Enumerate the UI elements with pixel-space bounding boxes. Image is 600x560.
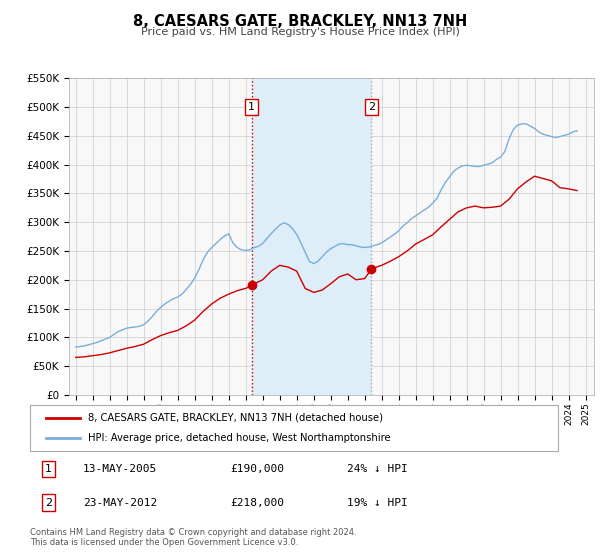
FancyBboxPatch shape xyxy=(30,405,558,451)
Text: 8, CAESARS GATE, BRACKLEY, NN13 7NH (detached house): 8, CAESARS GATE, BRACKLEY, NN13 7NH (det… xyxy=(88,413,383,423)
Text: £218,000: £218,000 xyxy=(230,498,284,507)
Text: 24% ↓ HPI: 24% ↓ HPI xyxy=(347,464,407,474)
Text: HPI: Average price, detached house, West Northamptonshire: HPI: Average price, detached house, West… xyxy=(88,433,391,443)
Text: 23-MAY-2012: 23-MAY-2012 xyxy=(83,498,157,507)
Text: Contains HM Land Registry data © Crown copyright and database right 2024.
This d: Contains HM Land Registry data © Crown c… xyxy=(30,528,356,547)
Text: 19% ↓ HPI: 19% ↓ HPI xyxy=(347,498,407,507)
Text: £190,000: £190,000 xyxy=(230,464,284,474)
Bar xyxy=(252,78,371,395)
Text: 2: 2 xyxy=(368,102,375,112)
Text: 1: 1 xyxy=(45,464,52,474)
Text: 1: 1 xyxy=(248,102,256,112)
Text: 13-MAY-2005: 13-MAY-2005 xyxy=(83,464,157,474)
Text: Price paid vs. HM Land Registry's House Price Index (HPI): Price paid vs. HM Land Registry's House … xyxy=(140,27,460,37)
Text: 8, CAESARS GATE, BRACKLEY, NN13 7NH: 8, CAESARS GATE, BRACKLEY, NN13 7NH xyxy=(133,14,467,29)
Text: 2: 2 xyxy=(45,498,52,507)
